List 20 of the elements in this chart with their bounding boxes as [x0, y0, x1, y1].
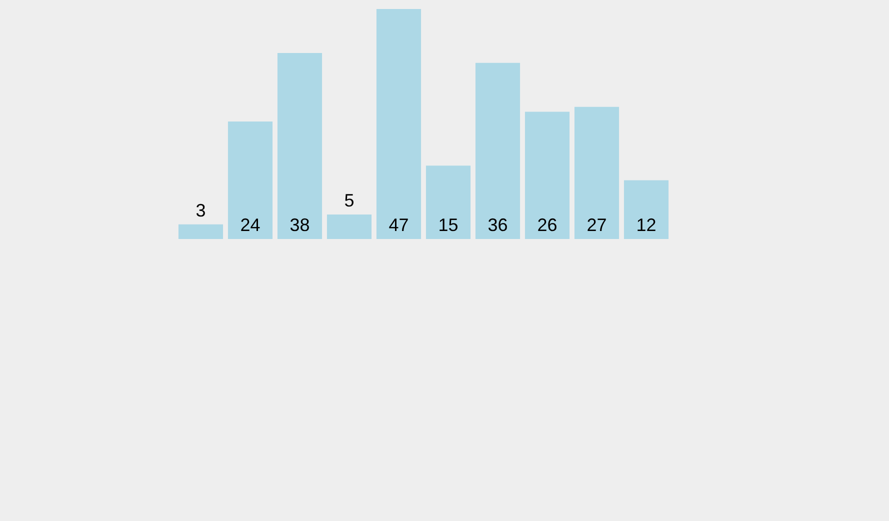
data-label: 12	[636, 214, 656, 235]
bar	[277, 53, 322, 239]
data-label: 47	[388, 214, 409, 235]
data-label: 26	[537, 214, 558, 235]
bar	[475, 62, 520, 239]
data-label: 38	[290, 214, 310, 235]
bar	[228, 122, 273, 239]
bar	[426, 166, 471, 239]
bar	[524, 112, 570, 239]
bar	[326, 214, 372, 239]
bar	[376, 9, 422, 239]
data-label: 3	[196, 200, 206, 220]
bar	[624, 180, 669, 239]
data-label: 36	[488, 214, 508, 235]
bar	[178, 224, 224, 239]
data-label: 27	[586, 214, 607, 235]
data-label: 15	[438, 214, 458, 235]
bar	[574, 106, 620, 239]
data-label: 5	[344, 190, 354, 210]
data-label: 24	[240, 214, 260, 235]
